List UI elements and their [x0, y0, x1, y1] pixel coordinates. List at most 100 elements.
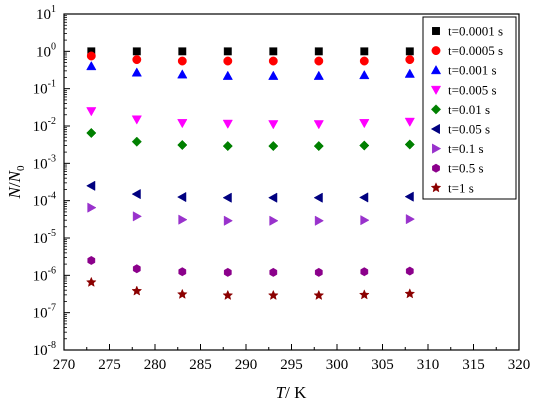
y-tick-label: 10-3 — [33, 153, 56, 172]
series-8 — [87, 255, 414, 277]
data-point — [360, 267, 369, 277]
series-9 — [85, 276, 416, 300]
x-tick-label: 310 — [417, 357, 440, 373]
data-point — [87, 255, 96, 265]
x-tick-label: 320 — [508, 357, 531, 373]
data-point — [404, 191, 414, 202]
legend-marker — [432, 163, 440, 173]
series-4 — [86, 107, 415, 130]
series-5 — [86, 127, 415, 152]
data-point — [268, 141, 279, 152]
data-point — [359, 56, 369, 66]
data-point — [131, 115, 142, 125]
data-point — [268, 56, 278, 66]
x-tick-label: 300 — [326, 357, 349, 373]
data-point — [178, 267, 187, 277]
legend-marker — [431, 46, 441, 56]
data-point — [132, 47, 141, 56]
data-series — [85, 47, 416, 300]
series-2 — [86, 51, 415, 66]
y-axis-label-den-sub: 0 — [15, 165, 27, 171]
data-point — [404, 288, 416, 299]
data-point — [223, 215, 234, 226]
data-point — [177, 191, 187, 203]
legend-label: t=0.005 s — [448, 82, 497, 97]
y-axis-label-sep: / — [5, 182, 24, 187]
data-point — [268, 120, 279, 130]
data-point — [222, 289, 234, 300]
legend: t=0.0001 s t=0.0005 s t=0.001 s t=0.005 s t=… — [422, 16, 517, 200]
data-point — [269, 267, 278, 277]
data-point — [131, 136, 142, 147]
y-tick-label: 10-7 — [33, 303, 56, 322]
data-point — [267, 289, 279, 300]
data-point — [131, 285, 143, 296]
y-tick-label: 10-5 — [33, 228, 56, 247]
data-point — [177, 119, 188, 129]
x-tick-label: 290 — [235, 357, 258, 373]
legend-label: t=0.0001 s — [448, 24, 503, 39]
series-6 — [86, 180, 414, 203]
legend-marker — [432, 143, 442, 154]
data-point — [222, 119, 233, 129]
data-point — [314, 215, 325, 226]
x-tick-label: 305 — [371, 357, 394, 373]
y-tick-label: 10-4 — [33, 191, 56, 210]
x-axis-ticks: 270 275 280 285 290 295 300 305 310 315 320 — [53, 344, 531, 373]
data-point — [223, 56, 233, 66]
legend-label: t=1 s — [448, 180, 474, 195]
data-point — [360, 215, 370, 226]
y-tick-label: 10-1 — [33, 79, 56, 98]
data-point — [313, 141, 324, 152]
x-axis-label-unit: / K — [285, 383, 307, 402]
data-point — [358, 289, 370, 300]
legend-marker — [430, 64, 442, 75]
data-point — [86, 60, 97, 71]
data-point — [132, 264, 141, 274]
y-axis-label: N/N0 — [5, 165, 27, 199]
legend-marker — [430, 104, 442, 115]
data-point — [269, 47, 278, 56]
data-point — [131, 188, 141, 200]
data-point — [359, 140, 370, 151]
data-point — [223, 47, 232, 56]
data-point — [222, 192, 232, 203]
data-point — [132, 55, 142, 65]
legend-label: t=0.5 s — [448, 161, 484, 176]
series-1 — [87, 47, 414, 56]
data-point — [222, 70, 233, 80]
data-point — [313, 289, 325, 300]
data-point — [222, 141, 233, 152]
data-point — [177, 139, 188, 151]
data-point — [404, 117, 415, 127]
data-point — [359, 192, 369, 203]
data-point — [223, 267, 232, 277]
data-point — [359, 119, 370, 129]
x-tick-label: 285 — [189, 357, 212, 373]
legend-label: t=0.001 s — [448, 63, 497, 78]
data-point — [405, 266, 414, 276]
data-point — [313, 70, 324, 80]
data-point — [86, 107, 97, 117]
y-tick-label: 10-2 — [33, 116, 56, 135]
data-point — [313, 120, 324, 130]
data-point — [86, 51, 96, 61]
data-point — [268, 192, 278, 203]
data-point — [405, 214, 416, 225]
data-point — [87, 202, 97, 213]
data-point — [360, 47, 369, 56]
data-point — [85, 276, 97, 287]
x-tick-label: 275 — [98, 357, 121, 373]
legend-label: t=0.1 s — [448, 141, 484, 156]
data-point — [404, 139, 415, 150]
data-point — [313, 192, 323, 203]
data-point — [269, 215, 279, 226]
data-point — [177, 69, 188, 79]
x-tick-label: 280 — [144, 357, 167, 373]
y-tick-label: 10-6 — [33, 265, 56, 284]
data-point — [405, 47, 414, 56]
series-3 — [86, 60, 415, 80]
data-point — [86, 127, 97, 139]
series-7 — [87, 202, 416, 226]
